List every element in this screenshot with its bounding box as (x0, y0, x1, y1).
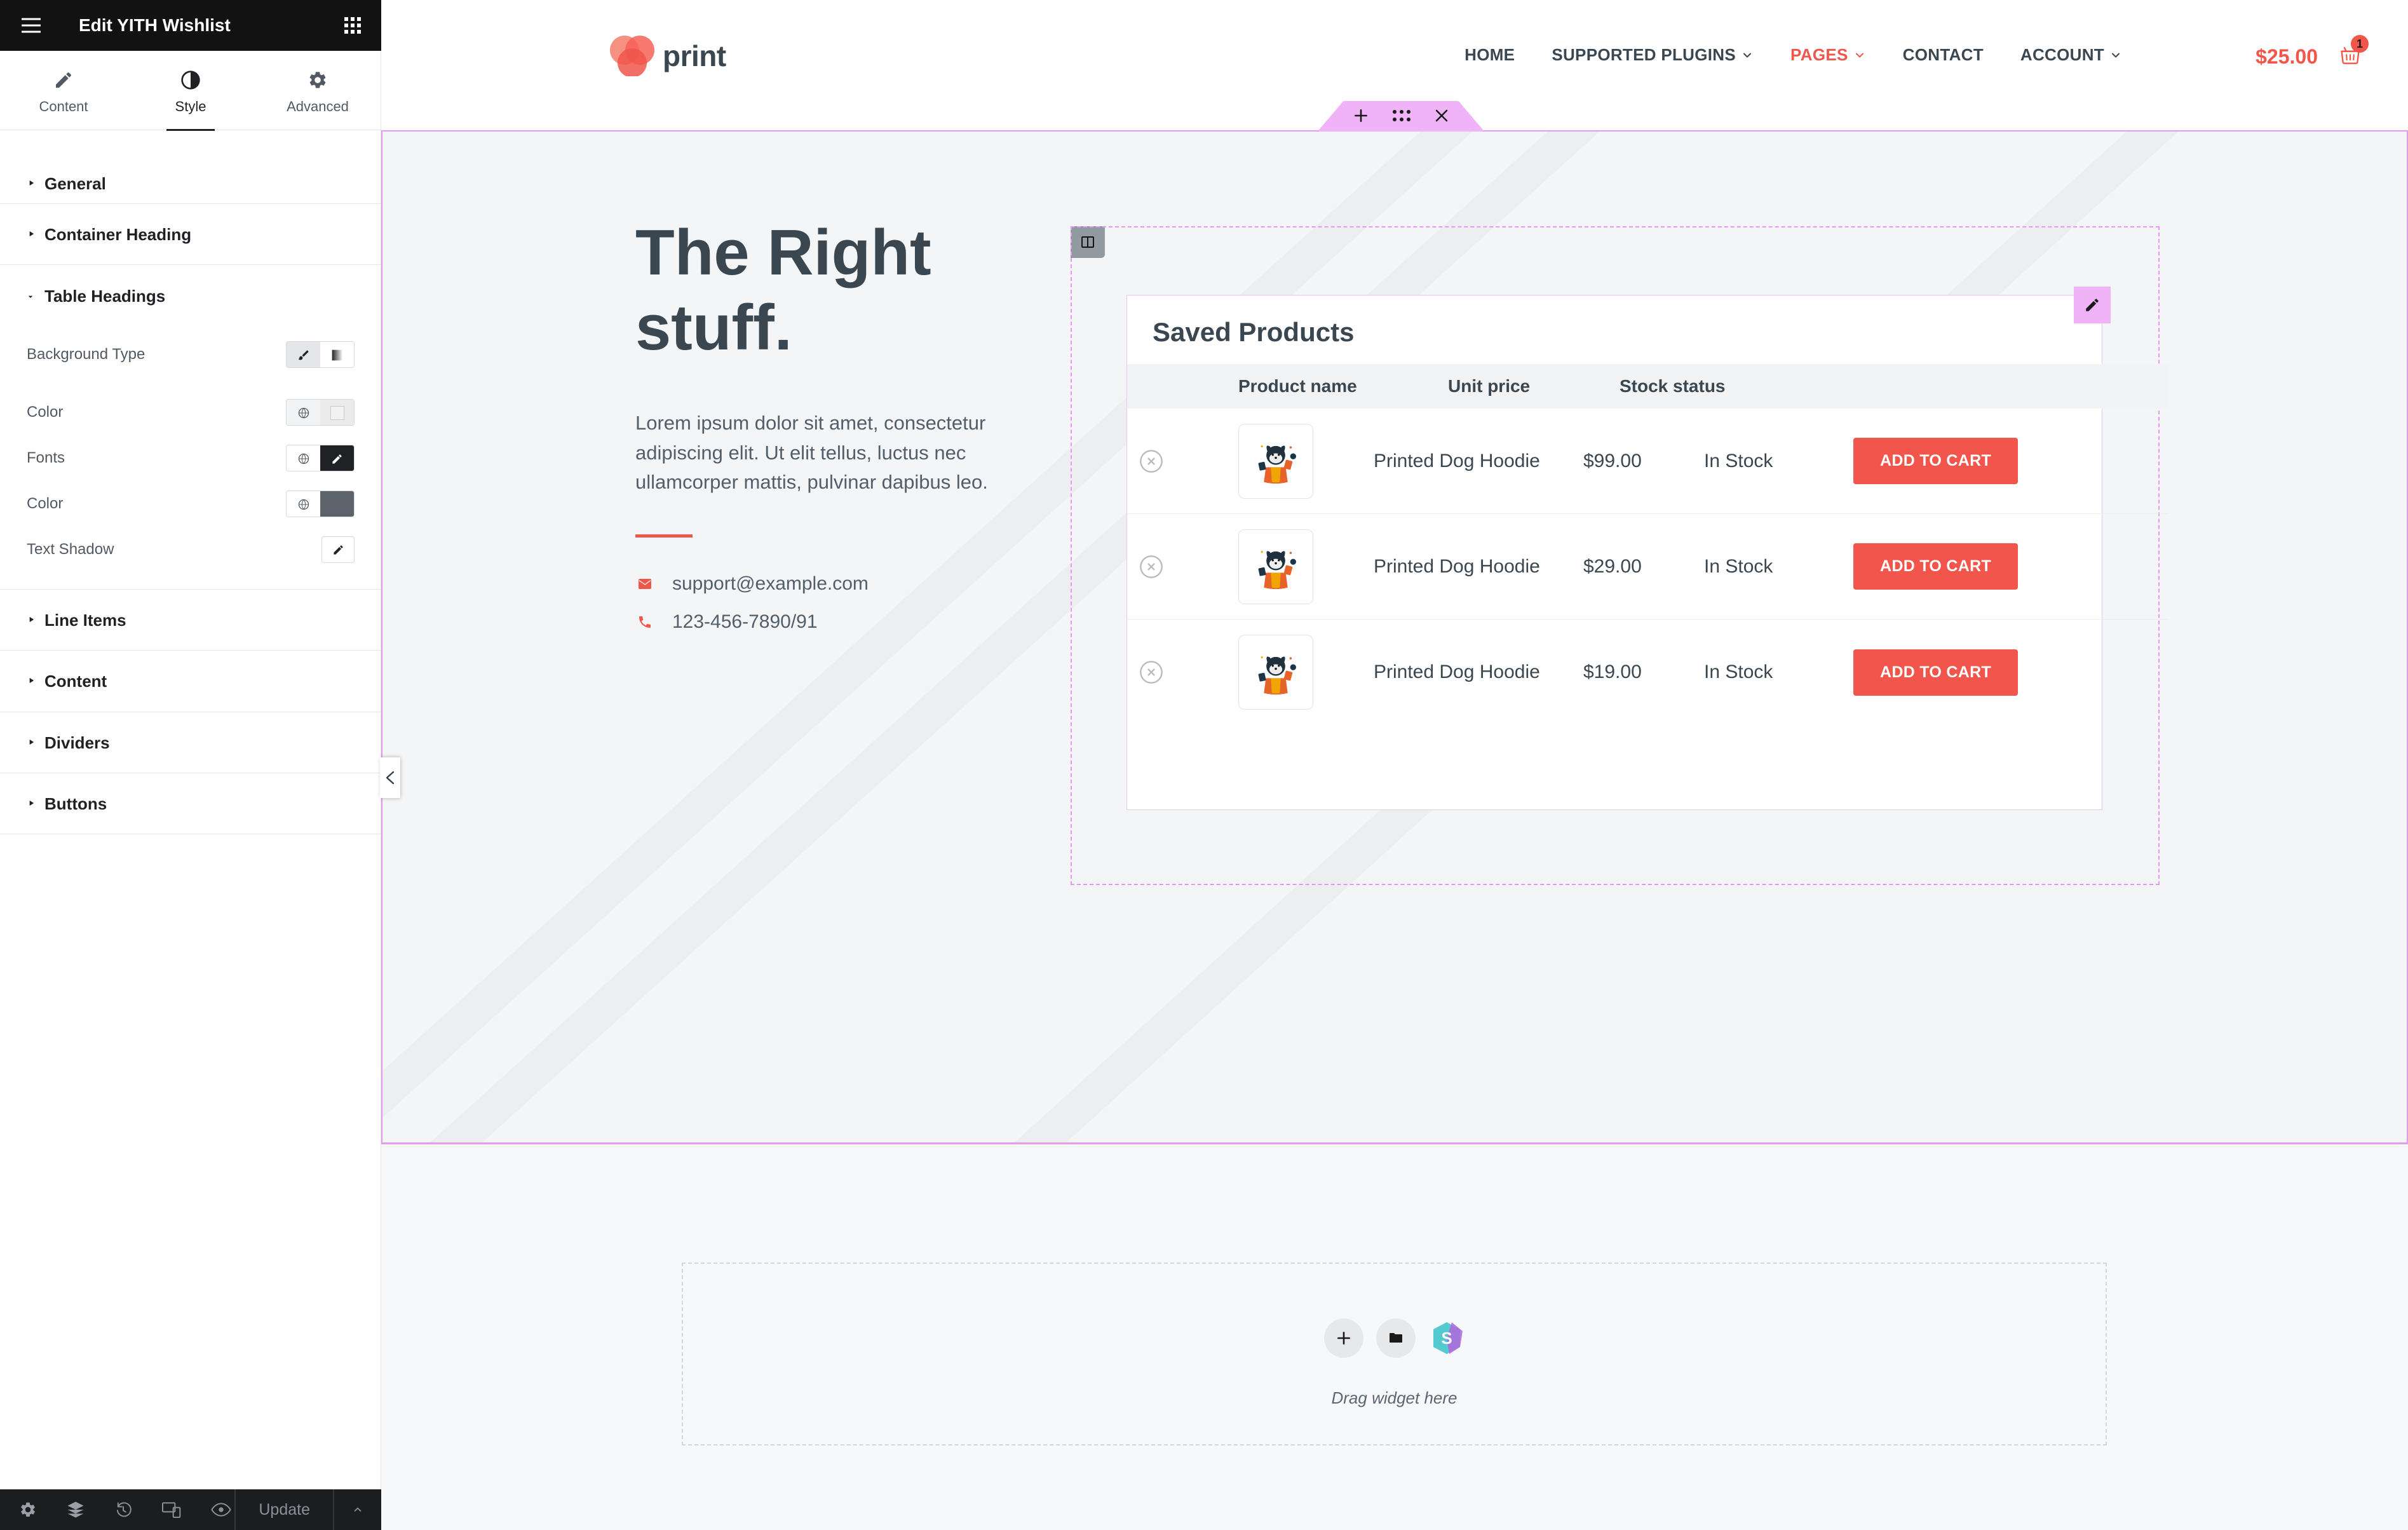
svg-text:S: S (1441, 1329, 1452, 1348)
